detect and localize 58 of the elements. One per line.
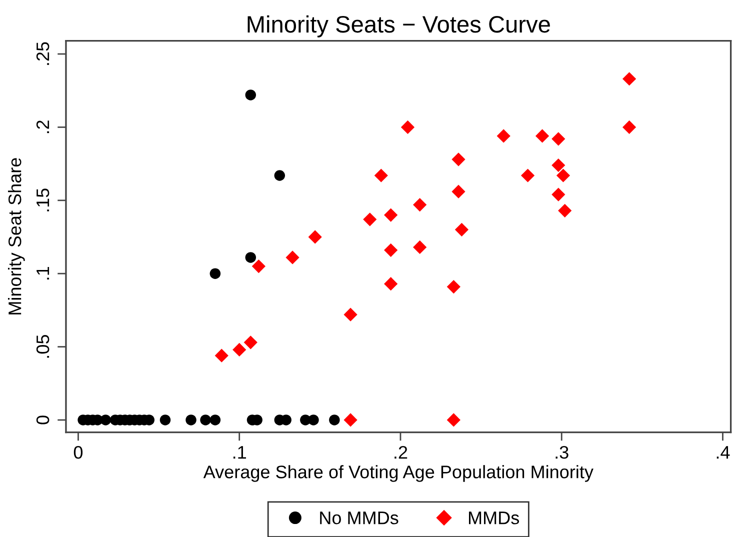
point [286, 250, 300, 264]
point [413, 198, 427, 212]
point [308, 414, 319, 426]
point [232, 342, 246, 357]
point [210, 268, 221, 279]
point [535, 129, 550, 143]
point [245, 90, 256, 100]
point [446, 280, 460, 294]
y-tick-label: .05 [36, 334, 50, 358]
x-tick-label: .4 [716, 446, 730, 459]
point [384, 277, 398, 291]
point [384, 243, 398, 257]
point [308, 230, 322, 244]
chart-title: Minority Seats − Votes Curve [248, 15, 550, 38]
point [400, 120, 415, 134]
point [384, 208, 398, 222]
x-tick-label: .2 [394, 446, 408, 459]
y-tick-label: .15 [36, 188, 50, 212]
y-tick-label: 0 [36, 416, 50, 424]
y-axis-title: Minority Seat Share [8, 158, 25, 314]
point [454, 222, 469, 236]
x-axis-title: Average Share of Voting Age Population Minority [203, 465, 594, 482]
legend-label: MMDs [468, 512, 519, 524]
point [245, 252, 256, 263]
point [552, 188, 566, 202]
point [160, 414, 171, 426]
point [446, 413, 460, 427]
point [452, 152, 466, 166]
point [244, 336, 258, 350]
point [552, 132, 566, 146]
x-tick-label: .1 [233, 446, 246, 459]
point [622, 72, 636, 86]
point [329, 414, 340, 426]
point [214, 348, 228, 362]
point [496, 129, 510, 143]
legend-label: No MMDs [320, 512, 398, 524]
point [100, 414, 111, 426]
point [558, 204, 572, 218]
y-tick-label: .25 [36, 42, 50, 65]
point [186, 414, 196, 426]
point [413, 240, 427, 254]
x-tick-label: .3 [556, 446, 568, 459]
point [274, 170, 286, 181]
point [374, 168, 388, 182]
point [210, 414, 221, 426]
y-tick-label: .1 [36, 266, 50, 280]
point [344, 308, 358, 322]
point [363, 212, 377, 226]
point [556, 168, 570, 182]
point [622, 120, 636, 134]
point [344, 413, 358, 427]
point [200, 414, 211, 426]
point [552, 158, 566, 172]
point [452, 184, 466, 198]
point [252, 259, 266, 274]
y-tick-label: .2 [36, 120, 50, 134]
x-tick-label: 0 [74, 446, 83, 459]
point [520, 168, 535, 182]
